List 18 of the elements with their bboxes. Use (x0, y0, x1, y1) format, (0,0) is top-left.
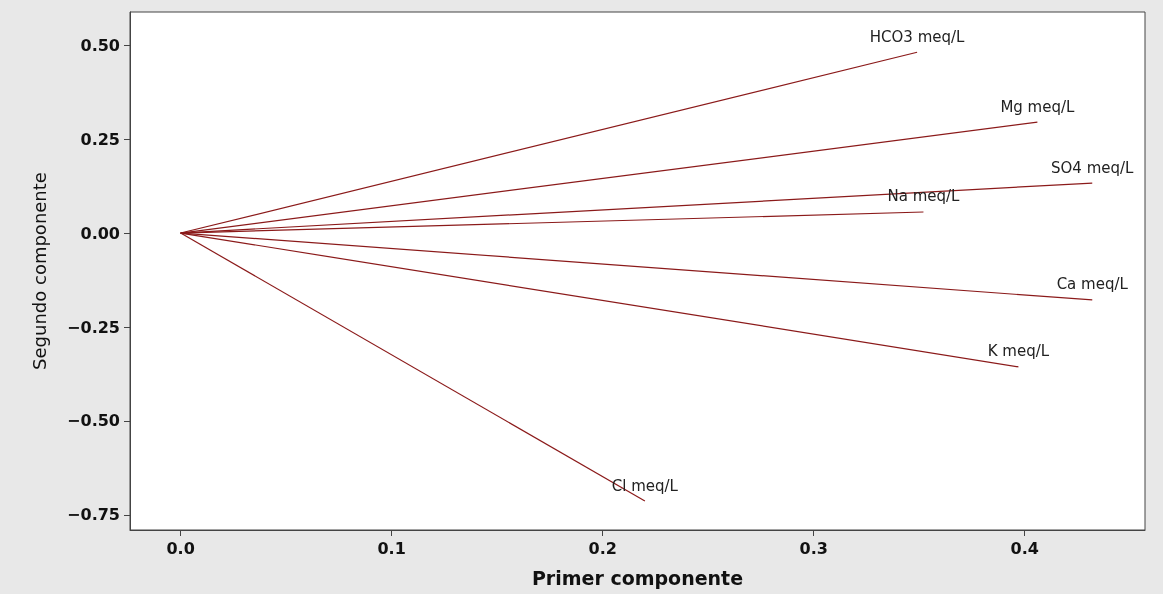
series-label: SO4 meq/L (1051, 158, 1135, 177)
y-tick-label: −0.50 (67, 411, 120, 431)
x-axis-title: Primer componente (531, 566, 744, 589)
y-tick-label: −0.75 (67, 505, 120, 525)
y-tick-label: 0.25 (80, 129, 120, 149)
x-tick-label: 0.4 (1010, 538, 1039, 558)
series-label: Mg meq/L (1000, 97, 1076, 116)
x-tick-label: 0.1 (377, 538, 406, 558)
series-label: HCO3 meq/L (869, 27, 966, 46)
x-tick-label: 0.0 (166, 538, 195, 558)
y-tick-label: −0.25 (67, 317, 120, 337)
x-tick-label: 0.2 (588, 538, 617, 558)
series-label: K meq/L (987, 342, 1050, 361)
y-axis-title: Segundo componente (28, 172, 50, 370)
y-tick-label: 0.00 (80, 223, 120, 243)
series-label: Ca meq/L (1056, 275, 1129, 294)
y-tick-label: 0.50 (80, 35, 120, 55)
x-tick-label: 0.3 (799, 538, 828, 558)
